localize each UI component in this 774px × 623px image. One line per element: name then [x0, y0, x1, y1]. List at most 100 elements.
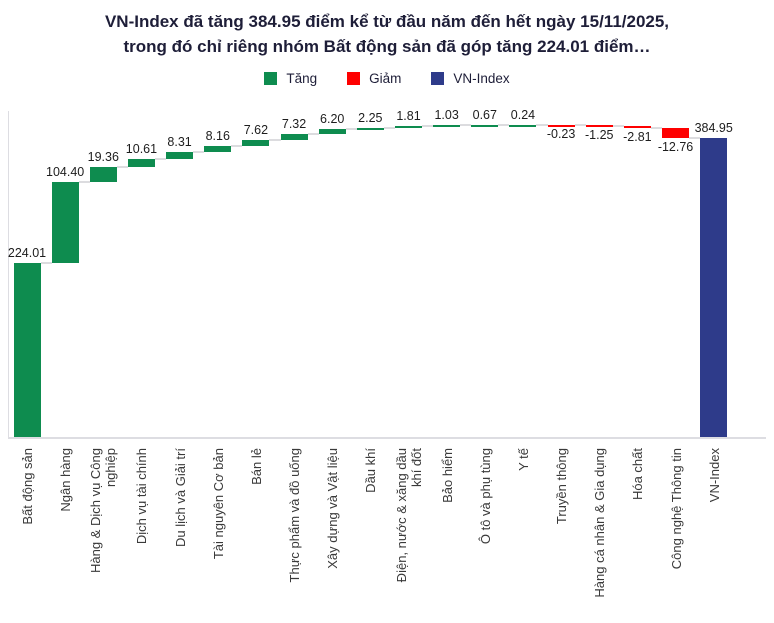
- legend-item-tang[interactable]: Tăng: [264, 71, 317, 86]
- bar-connector: [231, 144, 243, 147]
- waterfall-bar[interactable]: [13, 263, 41, 437]
- category-label-text: Bất động sản: [19, 448, 35, 525]
- waterfall-bar[interactable]: [509, 124, 537, 127]
- bar-connector: [40, 262, 52, 264]
- category-label: Dịch vụ tài chính: [122, 448, 160, 610]
- category-label-text: Ô tô và phụ tùng: [477, 448, 493, 545]
- category-label-text: Du lịch và Giải trí: [172, 448, 188, 547]
- waterfall-bar[interactable]: [318, 129, 346, 135]
- bar-connector: [154, 157, 167, 160]
- category-label: Tài nguyên Cơ bản: [199, 448, 237, 610]
- category-label-text: Bán lẻ: [248, 448, 264, 485]
- waterfall-bar[interactable]: [395, 126, 422, 129]
- waterfall-bar[interactable]: [242, 139, 270, 146]
- category-label: Hàng & Dịch vụ Công nghiệp: [84, 448, 122, 610]
- category-label-text: Hàng & Dịch vụ Công nghiệp: [88, 448, 119, 574]
- bar-connector: [193, 151, 205, 154]
- bar-value-label: 8.16: [205, 128, 230, 143]
- waterfall-bar[interactable]: [700, 138, 728, 437]
- chart-legend: Tăng Giảm VN-Index: [0, 71, 774, 86]
- category-label-text: Tài nguyên Cơ bản: [210, 448, 226, 560]
- waterfall-bar[interactable]: [280, 134, 308, 140]
- category-label-text: Y tế: [515, 448, 531, 471]
- waterfall-bar[interactable]: [204, 145, 232, 153]
- category-label-text: Công nghệ Thông tin: [668, 448, 684, 570]
- bar-connector: [536, 123, 548, 126]
- bar-value-label: 7.62: [243, 122, 269, 137]
- category-label-text: Điện, nước & xăng dầu khí đốt: [393, 448, 424, 583]
- waterfall-bar[interactable]: [471, 124, 499, 127]
- waterfall-bar[interactable]: [89, 166, 117, 182]
- legend-swatch-icon: [431, 72, 445, 85]
- bar-value-label: 6.20: [320, 112, 345, 127]
- legend-label: Tăng: [286, 71, 318, 86]
- waterfall-bar[interactable]: [662, 128, 690, 138]
- category-label: Truyền thông: [542, 448, 580, 610]
- legend-swatch-icon: [347, 72, 361, 85]
- category-label: Dầu khí: [351, 448, 389, 610]
- category-label: Bảo hiểm: [428, 448, 466, 610]
- category-label: Công nghệ Thông tin: [657, 448, 695, 610]
- waterfall-bar[interactable]: [547, 124, 575, 127]
- waterfall-bar[interactable]: [585, 124, 613, 127]
- category-label-text: Xây dựng và Vật liệu: [324, 448, 340, 569]
- category-label: Du lịch và Giải trí: [161, 448, 199, 610]
- legend-swatch-icon: [264, 72, 278, 85]
- category-label: VN-Index: [695, 448, 733, 610]
- legend-item-vn-index[interactable]: VN-Index: [431, 71, 510, 86]
- category-label-text: VN-Index: [706, 448, 722, 503]
- category-label-text: Thực phẩm và đồ uống: [286, 448, 302, 583]
- bar-value-label: 1.03: [434, 108, 459, 123]
- category-label-text: Dầu khí: [362, 448, 378, 493]
- bar-value-label: -2.81: [623, 130, 652, 145]
- x-axis-line: [8, 437, 766, 439]
- category-label: Điện, nước & xăng dầu khí đốt: [390, 448, 428, 610]
- bar-connector: [574, 123, 586, 126]
- category-label: Y tế: [504, 448, 542, 610]
- bar-value-label: 7.32: [281, 117, 307, 132]
- bar-value-label: 384.95: [694, 121, 733, 135]
- category-label-text: Dịch vụ tài chính: [133, 448, 149, 545]
- waterfall-bar[interactable]: [433, 125, 461, 128]
- category-label-text: Hàng cá nhân & Gia dụng: [591, 448, 607, 598]
- bar-value-label: 0.24: [510, 107, 536, 122]
- waterfall-bar[interactable]: [166, 152, 194, 159]
- bar-value-label: -0.23: [546, 126, 576, 141]
- bar-connector: [422, 125, 434, 128]
- waterfall-bar[interactable]: [623, 125, 651, 129]
- bar-connector: [345, 128, 357, 131]
- category-label: Thực phẩm và đồ uống: [275, 448, 313, 610]
- bar-connector: [383, 126, 395, 129]
- bar-value-label: 104.40: [46, 164, 85, 179]
- bar-connector: [116, 165, 128, 168]
- category-label: Ngân hàng: [46, 448, 84, 610]
- bar-value-label: 10.61: [125, 141, 158, 156]
- bar-value-label: 8.31: [167, 135, 192, 150]
- bar-connector: [269, 138, 281, 141]
- category-label: Hàng cá nhân & Gia dụng: [580, 448, 618, 610]
- waterfall-bar[interactable]: [356, 127, 384, 130]
- category-label: Bất động sản: [8, 448, 46, 610]
- y-axis-line: [8, 111, 9, 437]
- bar-connector: [689, 137, 701, 140]
- waterfall-bar[interactable]: [127, 158, 155, 167]
- chart-title-line1: VN-Index đã tăng 384.95 điểm kể từ đầu n…: [104, 12, 670, 31]
- bar-value-label: 224.01: [7, 246, 47, 260]
- bar-value-label: 1.81: [396, 109, 421, 124]
- bar-value-label: 0.67: [472, 107, 497, 122]
- legend-item-giam[interactable]: Giảm: [347, 71, 401, 86]
- bar-connector: [612, 124, 624, 127]
- bar-value-label: 19.36: [87, 149, 119, 164]
- bar-connector: [307, 133, 319, 136]
- bar-connector: [650, 127, 663, 130]
- category-label: Ô tô và phụ tùng: [466, 448, 504, 610]
- waterfall-bar[interactable]: [51, 181, 79, 263]
- bar-value-label: 2.25: [358, 110, 383, 125]
- chart-title: VN-Index đã tăng 384.95 điểm kể từ đầu n…: [0, 9, 774, 59]
- category-label-text: Ngân hàng: [57, 448, 73, 512]
- bar-connector: [78, 180, 90, 183]
- category-label: Bán lẻ: [237, 448, 275, 610]
- legend-label: Giảm: [369, 71, 402, 86]
- chart-title-line2: trong đó chỉ riêng nhóm Bất động sản đã …: [123, 37, 651, 56]
